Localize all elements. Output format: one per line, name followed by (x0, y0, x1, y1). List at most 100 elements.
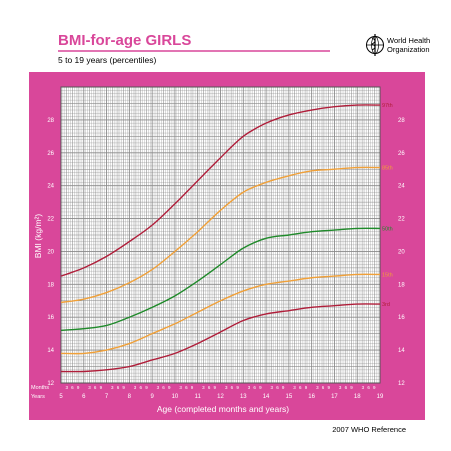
who-org-line2: Organization (387, 45, 430, 54)
month-tick-label: 3 (179, 385, 182, 390)
reference-note: 2007 WHO Reference (332, 425, 406, 434)
y-axis-title: BMI (kg/m²) (33, 214, 43, 259)
month-tick-label: 6 (299, 385, 302, 390)
month-tick-label: 3 (225, 385, 228, 390)
plot-border (60, 86, 381, 384)
x-tick-label: 13 (240, 394, 247, 400)
month-tick-label: 9 (305, 385, 308, 390)
x-tick-label: 5 (59, 394, 63, 400)
month-tick-label: 9 (373, 385, 376, 390)
month-tick-label: 3 (88, 385, 91, 390)
month-tick-label: 9 (327, 385, 330, 390)
month-tick-label: 9 (100, 385, 103, 390)
y-tick-label: 16 (398, 315, 405, 321)
y-tick-label: 26 (398, 151, 405, 157)
month-tick-label: 3 (65, 385, 68, 390)
month-tick-label: 9 (77, 385, 80, 390)
x-tick-label: 14 (263, 394, 270, 400)
x-tick-label: 11 (195, 394, 202, 400)
y-tick-label: 20 (398, 249, 405, 255)
month-tick-label: 6 (94, 385, 97, 390)
x-tick-label: 6 (82, 394, 86, 400)
y-tick-label: 20 (47, 249, 54, 255)
month-tick-label: 6 (231, 385, 234, 390)
who-emblem-icon (366, 34, 384, 56)
month-tick-label: 6 (345, 385, 348, 390)
y-tick-label: 28 (398, 118, 405, 124)
grid (60, 86, 381, 384)
x-tick-label: 12 (217, 394, 224, 400)
y-tick-label: 24 (398, 184, 405, 190)
month-tick-label: 6 (185, 385, 188, 390)
chart-subtitle: 5 to 19 years (percentiles) (58, 55, 156, 65)
month-tick-label: 3 (111, 385, 114, 390)
percentile-label-3rd: 3rd (382, 302, 390, 308)
month-tick-label: 9 (145, 385, 148, 390)
x-tick-label: 15 (286, 394, 293, 400)
y-tick-label: 16 (47, 315, 54, 321)
month-tick-label: 9 (236, 385, 239, 390)
month-tick-label: 6 (253, 385, 256, 390)
month-tick-label: 6 (322, 385, 325, 390)
x-axis-title: Age (completed months and years) (157, 404, 289, 414)
months-row-label: Months (31, 385, 49, 391)
y-tick-label: 18 (398, 282, 405, 288)
y-tick-label: 24 (47, 184, 54, 190)
x-tick-label: 7 (105, 394, 109, 400)
x-tick-label: 10 (172, 394, 179, 400)
y-tick-label: 28 (47, 118, 54, 124)
month-tick-label: 6 (208, 385, 211, 390)
month-tick-label: 3 (248, 385, 251, 390)
x-tick-label: 16 (308, 394, 315, 400)
y-tick-label: 12 (398, 381, 405, 387)
percentile-curves: 3rd 15th 50th 85th 97th (60, 103, 393, 373)
month-tick-label: 3 (134, 385, 137, 390)
percentile-label-85th: 85th (382, 166, 393, 172)
chart-title: BMI-for-age GIRLS (58, 32, 191, 49)
month-tick-label: 3 (293, 385, 296, 390)
month-tick-label: 3 (316, 385, 319, 390)
percentile-line-85th (60, 166, 381, 304)
month-tick-label: 6 (117, 385, 120, 390)
month-tick-label: 9 (168, 385, 171, 390)
years-row-label: Years (31, 394, 45, 400)
x-tick-label: 9 (150, 394, 154, 400)
month-tick-label: 9 (214, 385, 217, 390)
axis-labels: 12 12 14 14 16 16 18 18 20 20 22 22 24 24 26 26 28 28 5 6 7 8… (47, 118, 405, 400)
percentile-line-3rd (60, 303, 381, 373)
month-tick-label: 3 (362, 385, 365, 390)
month-tick-label: 9 (191, 385, 194, 390)
month-tick-label: 9 (122, 385, 125, 390)
y-tick-label: 26 (47, 151, 54, 157)
y-tick-label: 14 (398, 348, 405, 354)
x-tick-label: 17 (331, 394, 338, 400)
percentile-label-15th: 15th (382, 272, 393, 278)
y-tick-label: 18 (47, 282, 54, 288)
month-tick-label: 3 (202, 385, 205, 390)
month-tick-label: 3 (339, 385, 342, 390)
y-tick-label: 22 (398, 217, 405, 223)
month-tick-label: 6 (71, 385, 74, 390)
month-tick-label: 6 (139, 385, 142, 390)
x-tick-label: 19 (377, 394, 384, 400)
y-tick-label: 22 (47, 217, 54, 223)
month-tick-label: 3 (271, 385, 274, 390)
month-tick-label: 6 (162, 385, 165, 390)
x-tick-label: 8 (128, 394, 132, 400)
month-tick-label: 9 (350, 385, 353, 390)
who-org-line1: World Health (387, 36, 430, 45)
percentile-line-97th (60, 104, 381, 277)
month-tick-label: 6 (276, 385, 279, 390)
month-tick-label: 6 (367, 385, 370, 390)
percentile-label-97th: 97th (382, 103, 393, 109)
month-tick-label: 9 (282, 385, 285, 390)
y-tick-label: 14 (47, 348, 54, 354)
percentile-line-15th (60, 273, 381, 355)
x-tick-label: 18 (354, 394, 361, 400)
percentile-line-50th (60, 227, 381, 332)
month-tick-label: 3 (157, 385, 160, 390)
y-tick-label: 12 (47, 381, 54, 387)
percentile-label-50th: 50th (382, 226, 393, 232)
month-tick-label: 9 (259, 385, 262, 390)
